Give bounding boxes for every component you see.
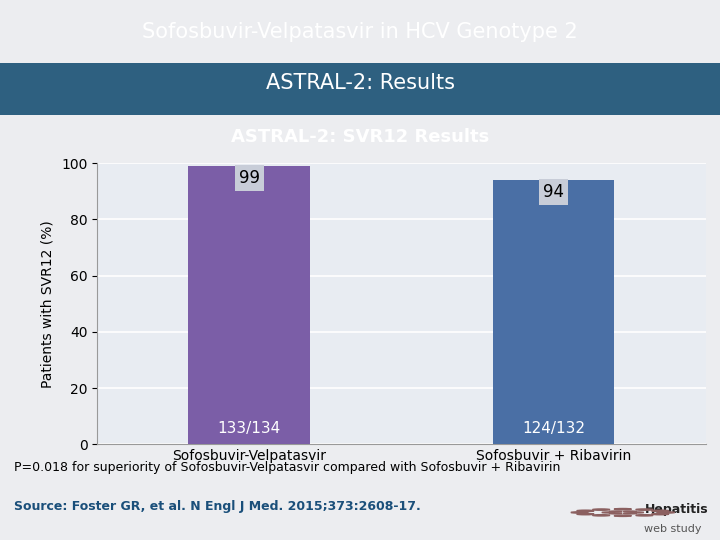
Text: P=0.018 for superiority of Sofosbuvir-Velpatasvir compared with Sofosbuvir + Rib: P=0.018 for superiority of Sofosbuvir-Ve… [14,461,561,474]
Text: Source: Foster GR, et al. N Engl J Med. 2015;373:2608-17.: Source: Foster GR, et al. N Engl J Med. … [14,501,421,514]
Circle shape [624,511,636,512]
Circle shape [631,512,644,513]
Circle shape [652,510,669,511]
Text: 133/134: 133/134 [217,421,281,436]
Bar [0,63,720,115]
Text: Sofosbuvir-Velpatasvir in HCV Genotype 2: Sofosbuvir-Velpatasvir in HCV Genotype 2 [142,22,578,42]
Circle shape [577,514,594,515]
Text: 94: 94 [543,183,564,201]
Text: web study: web study [644,524,702,534]
Circle shape [652,514,669,515]
Circle shape [614,509,631,510]
Circle shape [593,515,610,516]
Text: ASTRAL-2: SVR12 Results: ASTRAL-2: SVR12 Results [231,129,489,146]
Circle shape [593,509,610,510]
Circle shape [609,513,622,514]
Text: 124/132: 124/132 [522,421,585,436]
Circle shape [602,512,615,513]
Text: Hepatitis: Hepatitis [644,503,708,516]
Text: ASTRAL-2: Results: ASTRAL-2: Results [266,73,454,93]
Circle shape [636,515,653,516]
Circle shape [577,510,594,511]
Y-axis label: Patients with SVR12 (%): Patients with SVR12 (%) [40,220,54,388]
Circle shape [624,513,636,514]
Circle shape [609,511,622,512]
Text: 99: 99 [239,168,260,187]
Circle shape [636,509,653,510]
Circle shape [614,515,631,516]
Circle shape [571,512,588,513]
Bar [189,166,310,444]
Bar [492,180,614,444]
Circle shape [657,512,675,513]
